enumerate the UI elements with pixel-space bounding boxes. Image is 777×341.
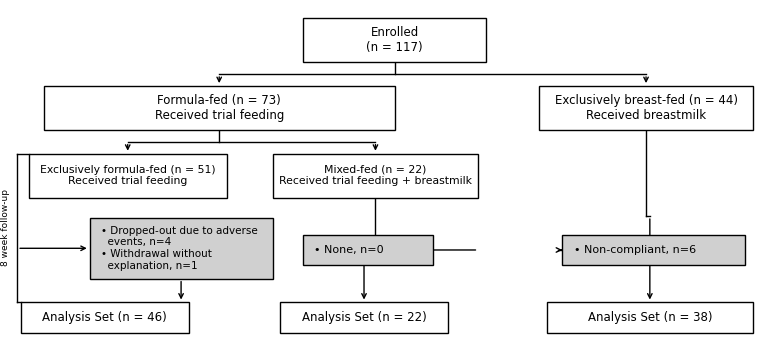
Text: Analysis Set (n = 46): Analysis Set (n = 46) [43, 311, 167, 324]
FancyBboxPatch shape [280, 302, 448, 333]
FancyBboxPatch shape [539, 86, 753, 130]
Text: • None, n=0: • None, n=0 [315, 245, 384, 255]
FancyBboxPatch shape [89, 218, 273, 279]
Text: Exclusively formula-fed (n = 51)
Received trial feeding: Exclusively formula-fed (n = 51) Receive… [40, 165, 215, 187]
FancyBboxPatch shape [303, 18, 486, 62]
FancyBboxPatch shape [29, 153, 227, 197]
FancyBboxPatch shape [21, 302, 189, 333]
FancyBboxPatch shape [303, 235, 433, 265]
Text: Analysis Set (n = 38): Analysis Set (n = 38) [587, 311, 712, 324]
FancyBboxPatch shape [563, 235, 745, 265]
Text: Analysis Set (n = 22): Analysis Set (n = 22) [301, 311, 427, 324]
Text: 8 week follow-up: 8 week follow-up [1, 190, 9, 267]
FancyBboxPatch shape [44, 86, 395, 130]
Text: Enrolled
(n = 117): Enrolled (n = 117) [366, 26, 423, 54]
Text: • Non-compliant, n=6: • Non-compliant, n=6 [573, 245, 695, 255]
FancyBboxPatch shape [273, 153, 479, 197]
Text: Mixed-fed (n = 22)
Received trial feeding + breastmilk: Mixed-fed (n = 22) Received trial feedin… [279, 165, 472, 187]
Text: Formula-fed (n = 73)
Received trial feeding: Formula-fed (n = 73) Received trial feed… [155, 94, 284, 122]
FancyBboxPatch shape [547, 302, 753, 333]
Text: • Dropped-out due to adverse
  events, n=4
• Withdrawal without
  explanation, n: • Dropped-out due to adverse events, n=4… [101, 226, 258, 271]
Text: Exclusively breast-fed (n = 44)
Received breastmilk: Exclusively breast-fed (n = 44) Received… [555, 94, 737, 122]
